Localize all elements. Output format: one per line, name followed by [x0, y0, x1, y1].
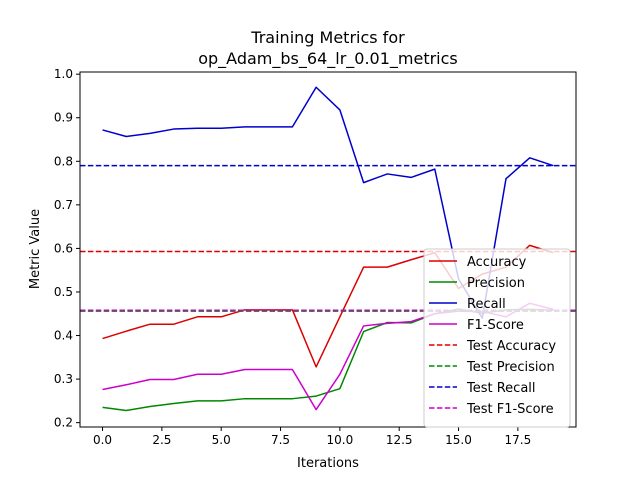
legend-box	[423, 248, 571, 428]
x-tick-label: 5.0	[212, 433, 231, 447]
y-axis-ticks: 0.2 0.3 0.4 0.5 0.6 0.7 0.8 0.9 1.0	[54, 67, 80, 430]
x-tick-label: 12.5	[386, 433, 413, 447]
x-tick-label: 2.5	[152, 433, 171, 447]
x-axis-ticks: 0.0 2.5 5.0 7.5 10.0 12.5 15.0 17.5	[93, 427, 531, 447]
plot-area-frame	[79, 71, 577, 428]
legend-label-test-recall: Test Recall	[466, 381, 536, 396]
y-tick-label: 0.8	[54, 154, 73, 168]
x-axis-label: Iterations	[297, 456, 359, 471]
legend-label-test-precision: Test Precision	[466, 360, 555, 375]
chart-title-line1: Training Metrics for	[250, 28, 405, 47]
y-tick-label: 0.3	[54, 372, 73, 386]
series-layer	[80, 86, 576, 412]
legend: Accuracy Precision Recall F1-Score Test Accu…	[423, 248, 571, 428]
legend-label-recall: Recall	[467, 297, 506, 312]
y-tick-label: 0.4	[54, 329, 73, 343]
x-tick-label: 7.5	[271, 433, 290, 447]
y-tick-label: 0.2	[54, 416, 73, 430]
y-tick-label: 0.6	[54, 241, 73, 255]
x-tick-label: 0.0	[93, 433, 112, 447]
legend-label-test-accuracy: Test Accuracy	[466, 339, 556, 354]
legend-label-f1-score: F1-Score	[467, 318, 524, 333]
y-tick-label: 1.0	[54, 67, 73, 81]
x-tick-label: 10.0	[327, 433, 354, 447]
legend-label-precision: Precision	[467, 276, 525, 291]
chart-title-line2: op_Adam_bs_64_lr_0.01_metrics	[198, 49, 458, 69]
y-tick-label: 0.9	[54, 111, 73, 125]
legend-label-accuracy: Accuracy	[467, 255, 527, 270]
legend-label-test-f1-score: Test F1-Score	[466, 402, 554, 417]
y-tick-label: 0.7	[54, 198, 73, 212]
y-axis-label: Metric Value	[28, 209, 43, 289]
x-tick-label: 17.5	[504, 433, 531, 447]
y-tick-label: 0.5	[54, 285, 73, 299]
x-tick-label: 15.0	[445, 433, 472, 447]
